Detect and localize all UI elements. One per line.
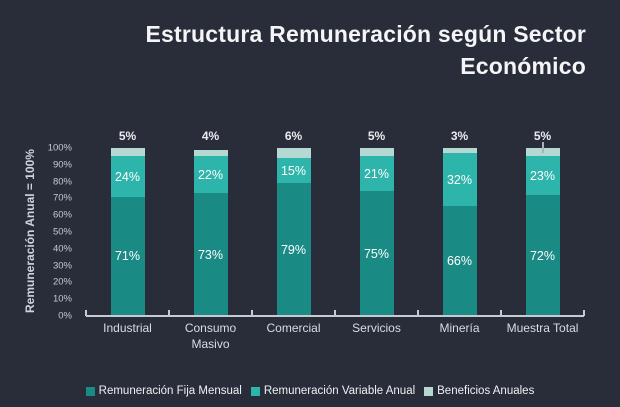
bar-slot-servicios: 75% 21% 5% Servicios [335,129,418,335]
bar-segment-remuneracion-fija-mensual: 75% [359,191,394,316]
category-label-muestra-total: Muestra Total [506,321,579,335]
y-tick-label-80-: 80% [52,176,72,188]
bar-slot-muestra-total: 72% 23% 5% Muestra Total [501,129,584,335]
y-tick-label-20-: 20% [52,276,72,288]
y-tick-label-50-: 50% [52,226,72,238]
legend-label: Beneficios Anuales [437,385,535,397]
bar-slot-consumo-masivo: 73% 22% 4% Consumo Masivo [169,129,252,351]
bar-segment-beneficios-anuales [359,148,394,157]
x-axis-tick [417,310,419,316]
bar-value-label: 72% [529,248,556,263]
stacked-bar-consumo-masivo: 73% 22% [193,148,228,316]
bar-segment-beneficios-anuales [276,148,311,159]
y-tick-label-60-: 60% [52,209,72,221]
y-tick-label-30-: 30% [52,260,72,272]
bar-value-label: 66% [446,254,473,269]
bar-segment-remuneracion-fija-mensual: 73% [193,193,228,316]
bar-slot-comercial: 79% 15% 6% Comercial [252,129,335,335]
legend: Remuneración Fija Mensual Remuneración Va… [0,385,620,397]
bar-segment-beneficios-anuales [110,148,145,157]
bar-slot-mineria: 66% 32% 3% Minería [418,129,501,335]
category-label-industrial: Industrial [103,321,152,335]
bar-segment-remuneracion-variable-anual: 24% [110,156,145,197]
y-tick-label-0-: 0% [58,310,72,322]
x-axis-tick [251,310,253,316]
y-tick-label-100-: 100% [47,142,72,154]
bar-value-label: 32% [446,172,473,187]
bar-value-label: 79% [280,242,307,257]
bar-value-label: 75% [363,246,390,261]
plot-area: 71% 24% 5% Industrial 73% 22% 4% Consumo Masivo… [86,129,584,351]
bar-segment-remuneracion-variable-anual: 23% [525,156,560,196]
bar-value-label: 21% [363,166,390,181]
bar-segment-remuneracion-fija-mensual: 72% [525,195,560,316]
bar-slot-industrial: 71% 24% 5% Industrial [86,129,169,335]
x-axis-tick [85,310,87,316]
x-axis-line [85,310,585,317]
legend-label: Remuneración Fija Mensual [98,385,242,397]
bar-value-label: 71% [114,249,141,264]
bar-segment-remuneracion-variable-anual: 21% [359,156,394,192]
category-label-comercial: Comercial [266,321,321,335]
bar-top-value-label: 5% [533,129,552,143]
y-tick-label-70-: 70% [52,192,72,204]
x-axis-tick [500,310,502,316]
stacked-bar-servicios: 75% 21% [359,148,394,316]
legend-swatch-icon [424,386,434,396]
x-axis-tick [334,310,336,316]
bar-segment-beneficios-anuales [193,149,228,157]
legend-label: Remuneración Variable Anual [263,385,416,397]
x-axis-tick [168,310,170,316]
legend-item-remuneracion-fija-mensual: Remuneración Fija Mensual [85,385,242,397]
legend-swatch-icon [85,386,95,396]
category-label-consumo-masivo: Consumo Masivo [184,321,237,351]
category-label-mineria: Minería [439,321,480,335]
bar-top-value-label: 6% [284,129,303,143]
bar-segment-remuneracion-fija-mensual: 71% [110,196,145,316]
top-label-leader-line [541,142,544,153]
bar-value-label: 24% [114,169,141,184]
bar-segment-remuneracion-fija-mensual: 66% [442,206,477,316]
legend-item-remuneracion-variable-anual: Remuneración Variable Anual [250,385,416,397]
bar-top-value-label: 4% [201,129,220,143]
chart-title: Estructura Remuneración según Sector Eco… [145,21,586,80]
bar-value-label: 73% [197,247,224,262]
bar-top-value-label: 5% [118,129,137,143]
legend-swatch-icon [250,386,260,396]
bar-value-label: 15% [280,163,307,178]
bar-value-label: 22% [197,167,224,182]
y-tick-label-10-: 10% [52,293,72,305]
category-label-servicios: Servicios [352,321,401,335]
stacked-bar-comercial: 79% 15% [276,148,311,316]
legend-item-beneficios-anuales: Beneficios Anuales [424,385,534,397]
bar-value-label: 23% [529,168,556,183]
bar-segment-remuneracion-variable-anual: 15% [276,158,311,184]
bar-top-value-label: 5% [367,129,386,143]
y-tick-label-90-: 90% [52,159,72,171]
bar-top-value-label: 3% [450,129,469,143]
bar-segment-remuneracion-variable-anual: 22% [193,156,228,194]
y-tick-label-40-: 40% [52,243,72,255]
x-axis-tick [583,310,585,316]
y-axis-ticks: 0% 10% 20% 30% 40% 50% 60% 70% 80% 90% 100% [0,143,78,322]
bar-segment-remuneracion-variable-anual: 32% [442,152,477,207]
bar-segment-remuneracion-fija-mensual: 79% [276,183,311,316]
stacked-bar-mineria: 66% 32% [442,148,477,316]
bar-segment-beneficios-anuales [442,148,477,153]
stacked-bar-muestra-total: 72% 23% [525,148,560,316]
stacked-bar-industrial: 71% 24% [110,148,145,316]
